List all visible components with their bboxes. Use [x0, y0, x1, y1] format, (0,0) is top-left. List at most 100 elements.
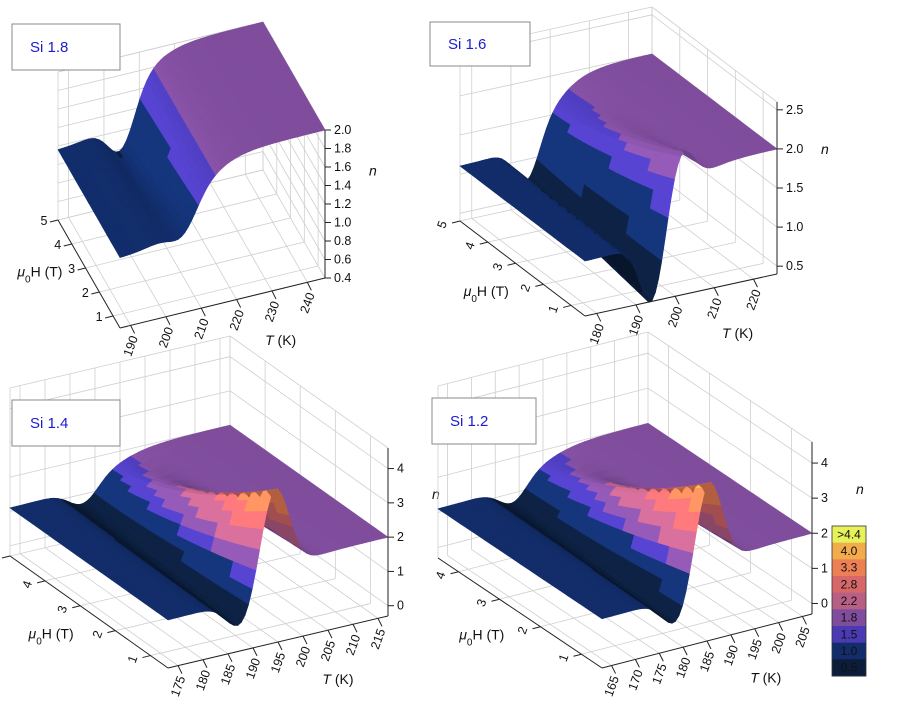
panel-label: Si 1.2 — [450, 413, 488, 430]
panels-group: 190 200 210 220 230 240123450.40.60.81.01.21.… — [0, 6, 864, 698]
colorbar-swatch — [832, 659, 866, 677]
colorbar-swatch — [832, 576, 866, 594]
y-tick-label: 4 — [433, 570, 449, 581]
x-tick-label: 180 — [587, 322, 607, 346]
z-tick-label: 3 — [821, 491, 828, 505]
surface-patch — [316, 121, 326, 132]
colorbar-swatch — [832, 626, 866, 644]
x-tick-label: 190 — [121, 334, 141, 358]
z-tick-label: 1 — [821, 561, 828, 575]
surface-patch — [764, 141, 778, 151]
y-tick-label: 1 — [125, 653, 141, 664]
panel-2-axes: 1751801851901952002052102151234501234T (… — [0, 448, 440, 698]
surface-patch — [796, 525, 813, 535]
z-tick-label: 0.5 — [786, 259, 803, 273]
z-tick-label: 1.2 — [334, 197, 351, 211]
colorbar-label: 2.2 — [841, 594, 858, 608]
z-tick-label: 1 — [397, 564, 404, 578]
z-tick-label: 2.0 — [786, 142, 803, 156]
x-tick-label: 205 — [793, 625, 813, 649]
x-tick-label: 200 — [665, 305, 685, 329]
z-axis-title: n — [821, 141, 829, 157]
y-tick-label: 2 — [518, 282, 534, 293]
panel-3-surface — [437, 422, 813, 624]
panel-label: Si 1.8 — [30, 39, 68, 56]
y-tick-label: 1 — [556, 652, 572, 663]
panel-label-box — [429, 21, 531, 67]
x-tick-label: 215 — [368, 627, 388, 651]
colorbar-label: 1.5 — [841, 627, 858, 641]
panel-1-axes: 180 190 200 210 220 1 2 3 4 5 0.5 1.0 1.5 2.0 2.5 T (K)… — [434, 102, 829, 346]
x-axis-title: T (K) — [322, 671, 353, 687]
z-tick-label: 3 — [397, 496, 404, 510]
panel-label: Si 1.6 — [448, 36, 486, 53]
x-tick-label: 195 — [745, 637, 765, 661]
z-tick-label: 1.8 — [334, 142, 351, 156]
colorbar-swatch — [832, 609, 866, 627]
colorbar-label: 2.8 — [841, 577, 858, 591]
x-tick-label: 220 — [744, 288, 764, 312]
x-tick-label: 170 — [626, 668, 646, 692]
y-tick-label: 3 — [490, 261, 506, 272]
x-tick-label: 180 — [673, 656, 693, 680]
y-tick-label: 5 — [434, 219, 450, 230]
y-tick-label: 3 — [474, 597, 490, 608]
panel-3: 165 170 175 180 185 190 195 200 205 1 2 3 4 0 1 2 3 4 T (K… — [431, 331, 864, 698]
colorbar-label: 1.0 — [841, 644, 858, 658]
panel-3-axes: 165 170 175 180 185 190 195 200 205 1 2 3 4 0 1 2 3 4 T (K… — [433, 442, 864, 698]
z-tick-label: 0.6 — [334, 253, 351, 267]
panel-label-box — [11, 23, 121, 71]
x-axis-title: T (K) — [750, 670, 781, 686]
y-tick-label: 2 — [82, 286, 89, 300]
x-tick-label: 180 — [193, 668, 213, 692]
y-tick-label: 4 — [462, 240, 478, 251]
x-tick-label: 175 — [649, 662, 669, 686]
z-tick-label: 1.5 — [786, 181, 803, 195]
y-axis-title: μ0H (T) — [458, 627, 504, 649]
z-axis-title: n — [432, 486, 440, 502]
y-axis-title: μ0H (T) — [463, 283, 509, 305]
x-tick-label: 175 — [168, 674, 188, 698]
x-tick-label: 220 — [227, 308, 247, 332]
z-tick-label: 4 — [397, 462, 404, 476]
z-tick-label: 0 — [397, 599, 404, 613]
panel-1-surface — [459, 53, 778, 303]
z-axis-title: n — [856, 481, 864, 497]
y-tick-label: 4 — [54, 238, 61, 252]
z-tick-label: 1.0 — [334, 216, 351, 230]
z-tick-label: 0.4 — [334, 271, 351, 285]
colorbar-frame — [831, 525, 867, 677]
z-tick-label: 2.5 — [786, 103, 803, 117]
x-axis-title: T (K) — [265, 332, 296, 348]
x-tick-label: 190 — [243, 656, 263, 680]
z-tick-label: 1.6 — [334, 160, 351, 174]
y-tick-label: 2 — [90, 629, 106, 640]
z-tick-label: 0 — [821, 596, 828, 610]
x-tick-label: 190 — [721, 643, 741, 667]
y-axis-title: μ0H (T) — [16, 264, 62, 286]
panel-label-box — [11, 399, 121, 447]
x-tick-label: 210 — [704, 296, 724, 320]
panel-1: 180 190 200 210 220 1 2 3 4 5 0.5 1.0 1.5 2.0 2.5 T (K)… — [429, 6, 829, 346]
z-tick-label: 2 — [397, 530, 404, 544]
z-tick-label: 0.8 — [334, 234, 351, 248]
x-tick-label: 165 — [602, 674, 622, 698]
x-tick-label: 185 — [218, 662, 238, 686]
y-tick-label: 1 — [96, 310, 103, 324]
x-axis-title: T (K) — [722, 325, 753, 341]
x-tick-label: 195 — [268, 650, 288, 674]
colorbar-swatch — [832, 592, 866, 610]
x-tick-label: 230 — [262, 299, 282, 323]
panel-label: Si 1.4 — [30, 415, 68, 432]
x-tick-label: 190 — [626, 313, 646, 337]
z-tick-label: 1.4 — [334, 179, 351, 193]
panel-2: 1751801851901952002052102151234501234T (… — [0, 335, 440, 698]
y-tick-label: 5 — [41, 214, 48, 228]
colorbar-swatch — [832, 559, 866, 577]
y-tick-label: 1 — [546, 303, 562, 314]
x-tick-label: 205 — [318, 639, 338, 663]
colorbar: >4.4 4.0 3.3 2.8 2.2 1.8 1.5 1.0 0.5 — [831, 525, 867, 677]
x-tick-label: 200 — [293, 644, 313, 668]
